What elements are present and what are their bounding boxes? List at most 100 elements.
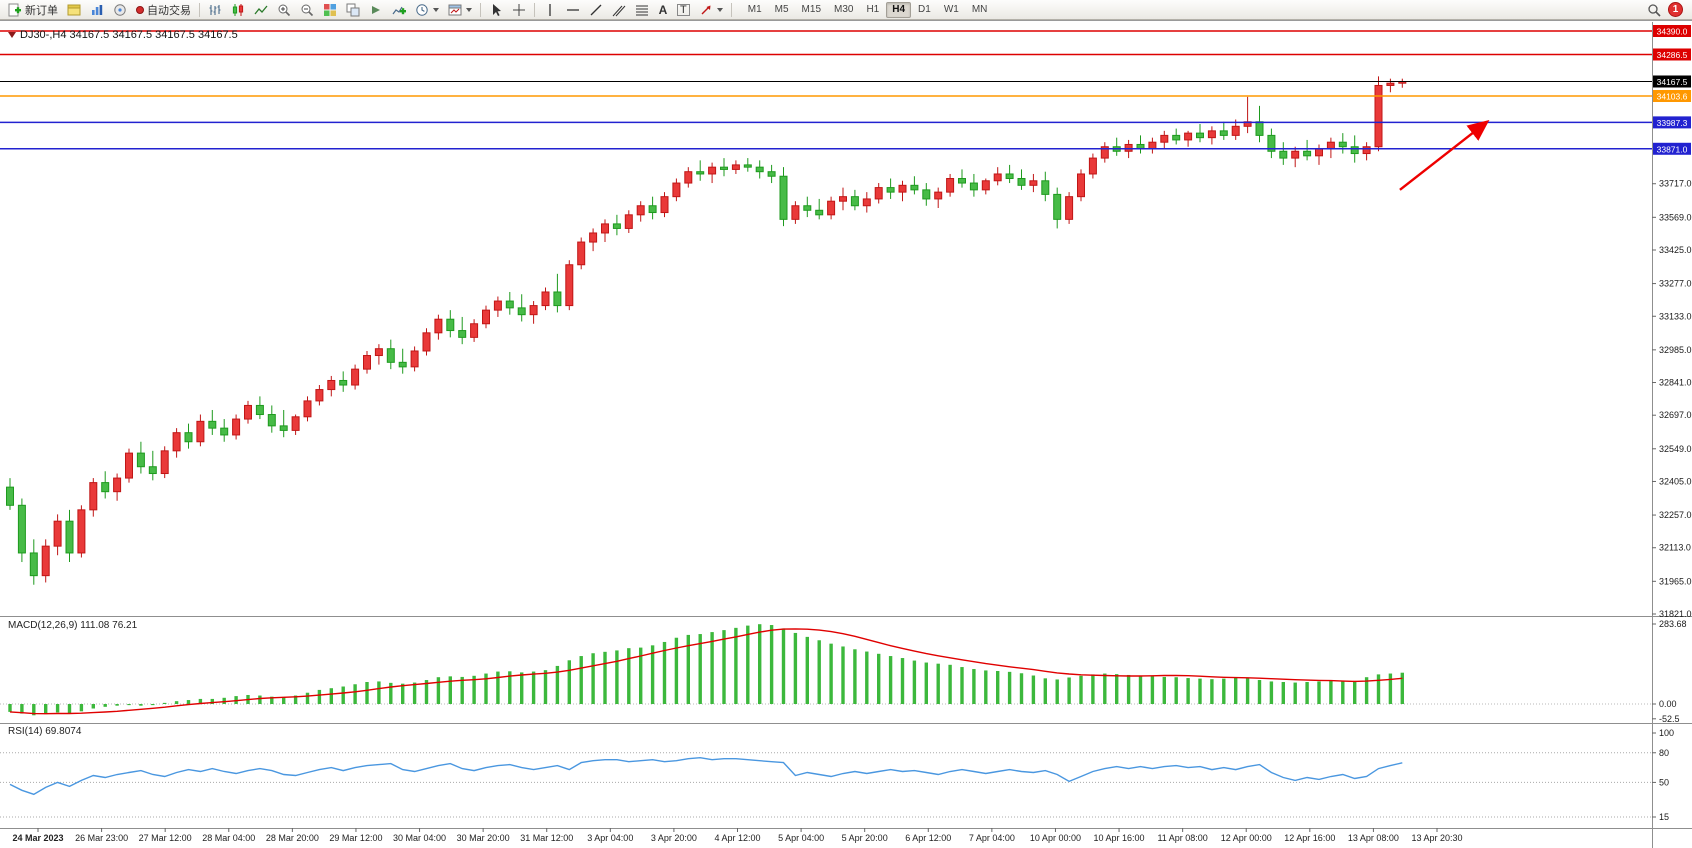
candle — [517, 307, 526, 316]
candle — [1386, 82, 1395, 86]
time-axis-label: 28 Mar 04:00 — [202, 833, 255, 843]
template-icon — [448, 4, 462, 15]
candle — [1065, 196, 1074, 220]
timeframe-button-m30[interactable]: M30 — [828, 2, 859, 18]
zoom-in-icon — [278, 4, 291, 16]
arrows-dropdown-button[interactable] — [695, 1, 727, 18]
toolbar-separator — [534, 2, 535, 17]
timeframe-button-m5[interactable]: M5 — [769, 2, 795, 18]
time-axis-label: 29 Mar 12:00 — [329, 833, 382, 843]
level-price-box — [1653, 89, 1691, 102]
zoom-out-button[interactable] — [296, 1, 318, 18]
zoom-in-button[interactable] — [273, 1, 295, 18]
price-scale: 33717.0 33569.0 33425.0 33277.0 33133.0 32985… — [1652, 25, 1692, 822]
chart-canvas[interactable]: 33717.0 33569.0 33425.0 33277.0 33133.0 32985… — [0, 21, 1692, 848]
candle — [1303, 150, 1312, 157]
crosshair-button[interactable] — [508, 1, 530, 18]
add-indicator-icon — [392, 6, 406, 14]
candle — [1124, 143, 1133, 152]
trend-arrow-annotation[interactable] — [1399, 119, 1490, 191]
time-axis-label: 13 Apr 20:30 — [1411, 833, 1462, 843]
candle — [553, 291, 562, 307]
indicators-button[interactable] — [388, 1, 410, 18]
trendline-icon — [590, 4, 602, 15]
candle — [648, 205, 657, 214]
chart-shift-button[interactable] — [365, 1, 387, 18]
navigator-button[interactable] — [109, 1, 131, 18]
timeframe-button-mn[interactable]: MN — [966, 2, 994, 18]
candle — [850, 196, 859, 207]
channel-button[interactable] — [608, 1, 630, 18]
candle — [470, 323, 479, 338]
candle — [708, 166, 717, 175]
level-price-box — [1653, 25, 1691, 37]
new-chart-button[interactable] — [63, 1, 85, 18]
timeframe-button-m15[interactable]: M15 — [796, 2, 827, 18]
candle — [946, 178, 955, 193]
candle — [77, 509, 86, 554]
chart-bars-button[interactable] — [204, 1, 226, 18]
candle — [398, 361, 407, 368]
timeframe-button-d1[interactable]: D1 — [912, 2, 937, 18]
candle — [958, 178, 966, 184]
cursor-button[interactable] — [485, 1, 507, 18]
candle — [922, 189, 931, 200]
timeframe-button-h4[interactable]: H4 — [886, 1, 912, 18]
time-axis-label: 5 Apr 04:00 — [778, 833, 824, 843]
candle — [743, 164, 752, 168]
arrange-charts-icon — [346, 3, 360, 16]
arrows-tool-icon — [701, 5, 711, 14]
market-watch-button[interactable] — [86, 1, 108, 18]
chart-window[interactable]: 33717.0 33569.0 33425.0 33277.0 33133.0 32985… — [0, 20, 1692, 848]
market-watch-icon — [92, 4, 103, 15]
toolbar-separator — [480, 2, 481, 17]
timeframe-button-w1[interactable]: W1 — [938, 2, 965, 18]
time-axis-label: 11 Apr 08:00 — [1157, 833, 1207, 843]
level-price-label: 34167.5 — [1657, 77, 1688, 87]
rsi-line — [9, 756, 1403, 796]
candle — [660, 196, 669, 214]
candle — [172, 432, 181, 452]
chart-candlesticks-button[interactable] — [227, 1, 249, 18]
new-order-icon — [8, 3, 21, 16]
candle — [327, 379, 336, 391]
time-axis-label: 3 Apr 04:00 — [587, 833, 633, 843]
arrange-charts-button[interactable] — [342, 1, 364, 18]
autotrading-button[interactable]: 自动交易 — [132, 1, 195, 18]
chart-line-button[interactable] — [250, 1, 272, 18]
candle — [1005, 173, 1014, 180]
timeframe-button-h1[interactable]: H1 — [860, 2, 885, 18]
candle — [410, 350, 419, 368]
notification-badge[interactable]: 1 — [1668, 2, 1683, 17]
candle — [255, 404, 264, 416]
periods-dropdown-button[interactable] — [411, 1, 443, 18]
fibonacci-button[interactable] — [631, 1, 653, 18]
candle — [601, 223, 609, 234]
candle — [803, 205, 812, 211]
candle — [17, 504, 26, 554]
candle — [434, 318, 443, 334]
timeframe-button-m1[interactable]: M1 — [742, 2, 768, 18]
time-axis-label: 31 Mar 12:00 — [520, 833, 573, 843]
candle — [1053, 193, 1062, 220]
vertical-line-button[interactable] — [539, 1, 561, 18]
candle — [279, 425, 288, 431]
candle — [827, 200, 836, 216]
text-label-button[interactable]: T — [673, 1, 694, 18]
text-button[interactable]: A — [654, 1, 672, 18]
candle — [672, 182, 681, 198]
candle — [267, 414, 276, 427]
template-dropdown-button[interactable] — [444, 1, 476, 18]
horizontal-line-button[interactable] — [562, 1, 584, 18]
time-axis-label: 12 Apr 00:00 — [1221, 833, 1272, 843]
current-price-box — [1653, 75, 1691, 88]
trendline-button[interactable] — [585, 1, 607, 18]
time-axis-label: 7 Apr 04:00 — [969, 833, 1015, 843]
search-icon[interactable] — [1647, 3, 1661, 17]
candle — [315, 389, 324, 402]
tile-windows-button[interactable] — [319, 1, 341, 18]
candle — [910, 184, 919, 191]
candle — [101, 482, 110, 493]
new-order-button[interactable]: 新订单 — [4, 1, 62, 18]
candle — [731, 164, 740, 170]
